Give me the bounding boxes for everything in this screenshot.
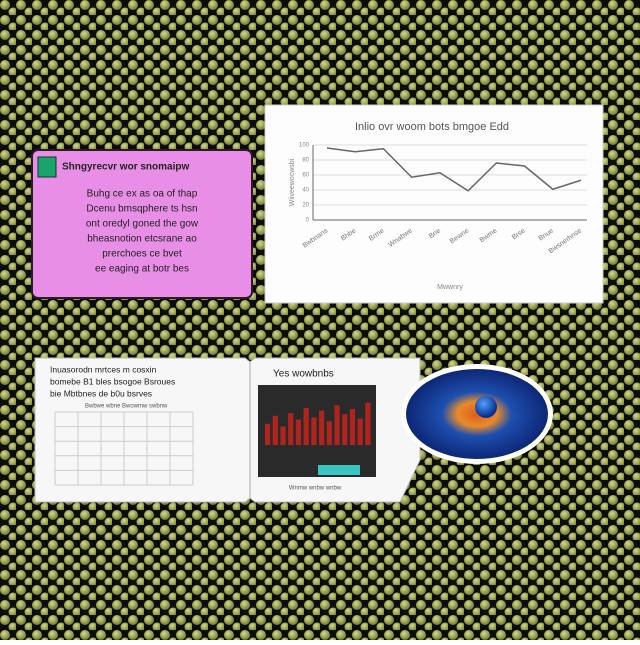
bar: [303, 407, 309, 445]
note-bg: [31, 149, 253, 299]
note-line: ont oredyl goned the gow: [86, 219, 199, 230]
badge-oval: [406, 369, 548, 459]
data-line: [326, 147, 582, 192]
chart-card-bg: [264, 104, 604, 304]
bar: [334, 405, 340, 445]
bar: [326, 421, 332, 445]
bar: [319, 410, 325, 445]
bar: [265, 423, 271, 445]
y-tick-label: 80: [302, 158, 309, 164]
y-axis-label: Wiiveewocwsbi: [289, 158, 296, 206]
bar: [311, 417, 317, 445]
note-icon: [37, 156, 57, 178]
note-title: Shngyrecvr wor snomaipw: [62, 162, 189, 173]
x-axis-label: Mwwnry: [437, 284, 463, 291]
y-tick-label: 20: [302, 203, 309, 209]
line-chart-card: [264, 104, 604, 304]
book-line: Inuasorodn mrtces m cosxin: [50, 364, 157, 374]
bar: [365, 402, 371, 445]
note-line: Buhg ce ex as oa of thap: [87, 189, 198, 200]
book-line: bomebe B1 bles bsogoe Bsroues: [50, 376, 175, 386]
note-line: prerchoes ce bvet: [102, 249, 182, 260]
y-tick-label: 40: [302, 188, 309, 194]
bar: [342, 414, 348, 445]
bar: [280, 426, 286, 445]
bar: [357, 418, 363, 445]
bar: [295, 419, 302, 445]
chart-title: Inlio ovr woom bots bmgoe Edd: [355, 121, 509, 133]
bar: [349, 408, 356, 445]
bar: [272, 415, 278, 445]
dark-chart-title: Yes wowbnbs: [273, 369, 334, 380]
bar: [288, 413, 294, 445]
note-line: bheasnotion etcsrane ao: [87, 234, 197, 245]
dark-chart-button: [318, 465, 360, 475]
badge-ball: [475, 396, 497, 418]
note-card: [31, 149, 253, 299]
dark-chart-caption: Wnmw wnbw wnbw: [289, 486, 342, 492]
y-tick-label: 0: [306, 218, 310, 224]
note-line: Dcenu bmsqphere ts hsn: [86, 204, 197, 215]
book-line: bie Mbtbnes de b0u bsrves: [50, 388, 152, 398]
y-tick-label: 100: [299, 143, 310, 149]
y-tick-label: 60: [302, 173, 309, 179]
note-line: ee eaging at botr bes: [95, 264, 189, 275]
book-caption: Bwbwe wbne Bwowmw swbnw: [85, 404, 168, 410]
globe-badge: [401, 364, 553, 464]
